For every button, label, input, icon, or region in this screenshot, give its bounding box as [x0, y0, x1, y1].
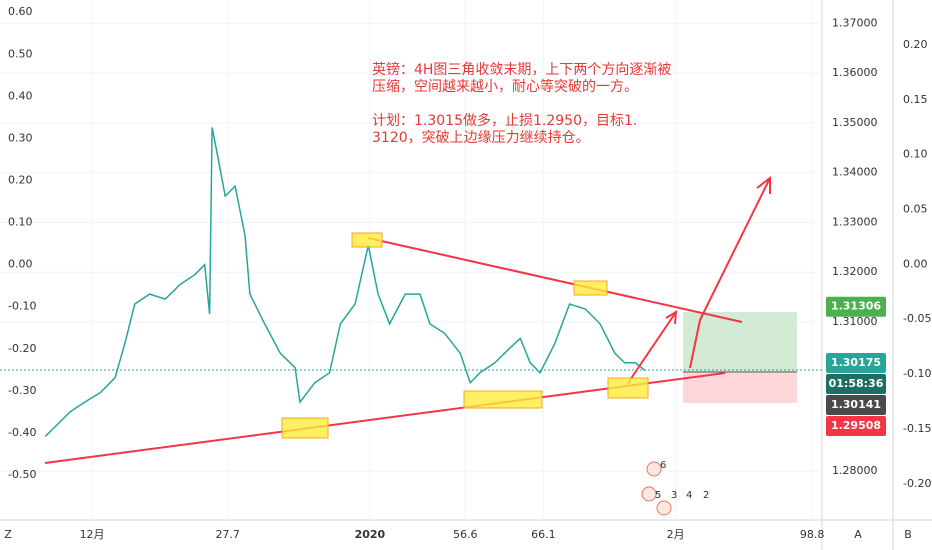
event-count: 3 — [671, 490, 677, 501]
y-tick-label: 0.20 — [8, 173, 33, 186]
x-tick-label: 66.1 — [531, 528, 556, 541]
price-badge — [826, 353, 886, 374]
y-tick-label: 0.50 — [8, 47, 33, 60]
arrow-head — [665, 310, 678, 325]
arrow — [689, 177, 771, 369]
price-badge — [826, 395, 886, 416]
y-tick-label: 1.35000 — [832, 116, 878, 129]
y-tick-label: 0.30 — [8, 131, 33, 144]
stop-zone — [683, 372, 797, 403]
price-badge-label: 01:58:36 — [829, 377, 884, 390]
y-tick-label: -0.15 — [903, 422, 931, 435]
event-count: 6 — [660, 460, 666, 471]
highlight-box — [281, 417, 329, 439]
control-button[interactable]: A — [854, 528, 862, 541]
y-tick-label: 0.05 — [903, 203, 928, 216]
event-icons — [641, 461, 672, 516]
series — [44, 127, 646, 437]
y-tick-label: -0.10 — [8, 300, 36, 313]
highlight-box — [463, 390, 543, 409]
y-tick-label: -0.10 — [903, 367, 931, 380]
arrow — [627, 311, 677, 384]
y-tick-label: 1.36000 — [832, 66, 878, 79]
annotation-text: 计划：1.3015做多，止损1.2950，目标1. — [372, 112, 637, 129]
y-tick-label: 0.00 — [903, 257, 928, 270]
price-badge — [826, 296, 886, 317]
x-tick-label: 2月 — [667, 528, 685, 541]
arrow-head — [756, 175, 771, 194]
price-badge — [826, 374, 886, 395]
y-tick-label: 1.32000 — [832, 265, 878, 278]
annotation-text: 压缩，空间越来越小，耐心等突破的一方。 — [372, 78, 638, 95]
y-tick-label: 0.10 — [903, 148, 928, 161]
event-count: 4 — [686, 490, 692, 501]
x-tick-label: 12月 — [80, 528, 105, 541]
y-tick-label: 0.20 — [903, 38, 928, 51]
price-badge — [826, 416, 886, 437]
overlay: 0.60 0.50 0.40 0.30 0.20 0.10 0.00 -0.10 -0.20 -0… — [4, 5, 931, 541]
price-badge-label: 1.31306 — [831, 300, 881, 313]
y-tick-label: 0.10 — [8, 216, 33, 229]
y-tick-label: 0.00 — [8, 258, 33, 271]
price-badge-label: 1.30175 — [831, 356, 881, 369]
highlight-box — [351, 232, 383, 248]
y-tick-label: -0.05 — [903, 312, 931, 325]
event-icon — [646, 461, 662, 477]
x-tick-label: 2020 — [355, 528, 386, 541]
y-tick-label: 1.31000 — [832, 315, 878, 328]
y-tick-label: -0.40 — [8, 426, 36, 439]
y-tick-label: 0.15 — [903, 93, 928, 106]
trend-line — [367, 237, 743, 323]
event-count: 5 — [655, 490, 661, 501]
event-icon — [656, 500, 672, 516]
y-tick-label: -0.30 — [8, 384, 36, 397]
event-count: 2 — [703, 490, 709, 501]
annotation-text: 3120，突破上边缘压力继续持仓。 — [372, 129, 590, 146]
highlight-boxes — [281, 232, 649, 439]
highlight-box — [607, 377, 649, 399]
price-badge-label: 1.29508 — [831, 419, 881, 432]
x-tick-label: 98.8 — [800, 528, 825, 541]
annotation-text: 英镑：4H图三角收敛末期，上下两个方向逐渐被 — [372, 61, 671, 78]
control-button[interactable]: B — [904, 528, 912, 541]
control-button[interactable]: Z — [4, 528, 12, 541]
x-tick-label: 27.7 — [215, 528, 240, 541]
y-tick-label: -0.20 — [903, 477, 931, 490]
price-line-series — [44, 127, 646, 437]
y-tick-label: 1.34000 — [832, 166, 878, 179]
y-tick-label: 0.60 — [8, 5, 33, 18]
y-tick-label: -0.50 — [8, 468, 36, 481]
event-icon — [641, 486, 657, 502]
y-tick-label: -0.20 — [8, 342, 36, 355]
y-tick-label: 1.33000 — [832, 215, 878, 228]
x-tick-label: 56.6 — [453, 528, 478, 541]
y-tick-label: 1.28000 — [832, 464, 878, 477]
highlight-box — [573, 280, 608, 296]
y-tick-label: 1.37000 — [832, 16, 878, 29]
price-badge-label: 1.30141 — [831, 398, 881, 411]
y-tick-label: 0.40 — [8, 89, 33, 102]
